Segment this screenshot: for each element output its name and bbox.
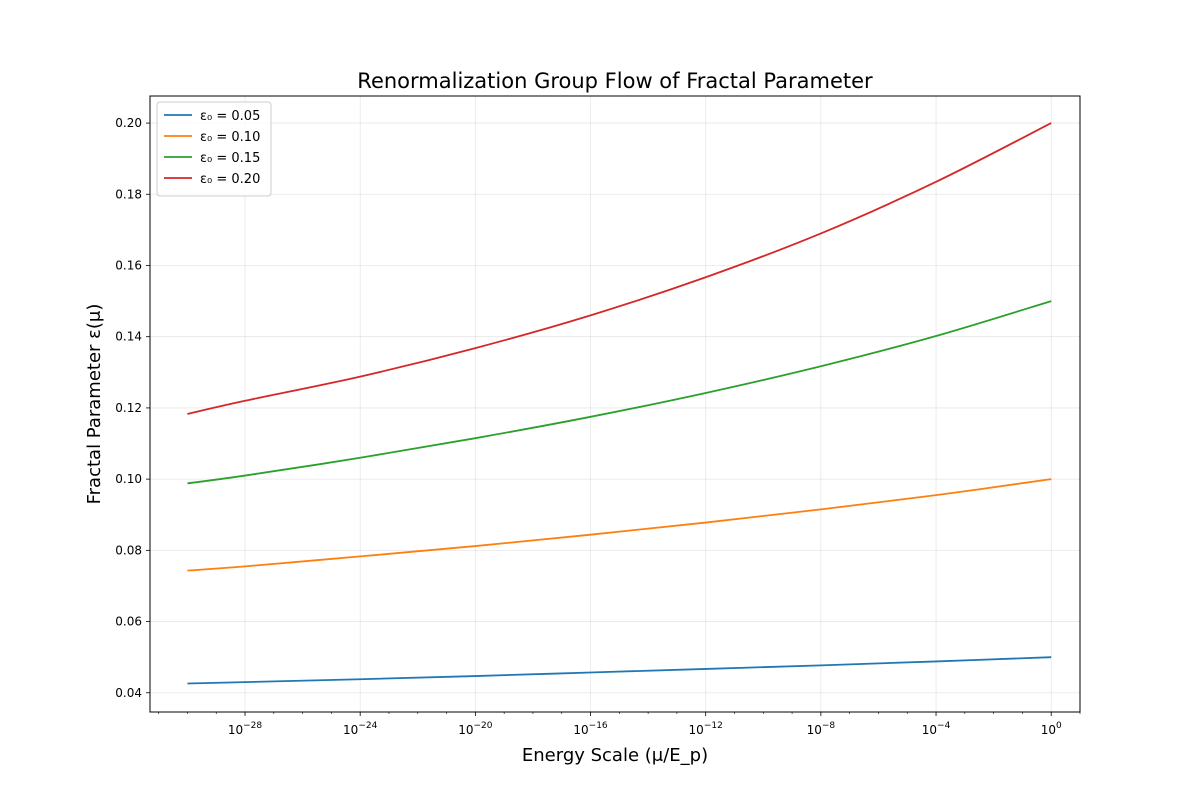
- y-tick-label: 0.18: [115, 187, 142, 201]
- y-tick-label: 0.10: [115, 472, 142, 486]
- y-tick-label: 0.06: [115, 615, 142, 629]
- y-tick-label: 0.16: [115, 258, 142, 272]
- x-tick-label-exponent: −20: [473, 721, 492, 731]
- plot-frame: [149, 95, 1081, 713]
- axis-ticks: 0.040.060.080.100.120.140.160.180.2010−2…: [115, 116, 1081, 737]
- legend-label: ε₀ = 0.15: [200, 151, 260, 166]
- legend-box: [156, 101, 272, 197]
- series-line-3: [187, 300, 1052, 485]
- x-tick-label-base: 10: [573, 723, 588, 737]
- x-tick-label-base: 10: [807, 723, 822, 737]
- y-tick-label: 0.14: [115, 330, 142, 344]
- series-line-4: [187, 122, 1052, 415]
- x-tick-label-base: 10: [458, 723, 473, 737]
- y-tick-label: 0.04: [115, 686, 142, 700]
- legend: ε₀ = 0.05 ε₀ = 0.10 ε₀ = 0.15 ε₀ = 0.20: [156, 101, 272, 197]
- series-lines: [187, 122, 1052, 685]
- x-tick-label: 10−4: [922, 721, 951, 737]
- y-axis-label: Fractal Parameter ε(μ): [84, 304, 105, 505]
- x-tick-label-exponent: −4: [937, 721, 951, 731]
- grid: [150, 96, 1080, 712]
- x-tick-label: 10−16: [573, 721, 608, 737]
- x-tick-label-exponent: −28: [243, 721, 262, 731]
- x-tick-label: 10−28: [228, 721, 263, 737]
- y-tick-label: 0.08: [115, 543, 142, 557]
- chart-title: Renormalization Group Flow of Fractal Pa…: [357, 69, 873, 93]
- x-axis-label: Energy Scale (μ/E_p): [522, 745, 708, 766]
- y-tick-label: 0.12: [115, 401, 142, 415]
- x-tick-label-exponent: −24: [358, 721, 377, 731]
- legend-label: ε₀ = 0.10: [200, 130, 260, 145]
- x-tick-label-base: 10: [1041, 723, 1056, 737]
- x-tick-label-base: 10: [689, 723, 704, 737]
- series-line-1: [187, 656, 1052, 685]
- x-tick-label: 10−12: [689, 721, 723, 737]
- y-tick-label: 0.20: [115, 116, 142, 130]
- x-tick-label: 10−20: [458, 721, 493, 737]
- x-tick-label-exponent: 0: [1056, 721, 1062, 731]
- x-tick-label: 10−8: [807, 721, 836, 737]
- series-line-2: [187, 478, 1052, 572]
- x-tick-label-exponent: −16: [589, 721, 608, 731]
- legend-label: ε₀ = 0.05: [200, 109, 260, 124]
- legend-label: ε₀ = 0.20: [200, 172, 260, 187]
- x-tick-label-base: 10: [228, 723, 243, 737]
- x-tick-label-base: 10: [922, 723, 937, 737]
- x-tick-label: 10−24: [343, 721, 378, 737]
- x-tick-label-exponent: −12: [704, 721, 723, 731]
- x-tick-label-base: 10: [343, 723, 358, 737]
- x-tick-label-exponent: −8: [822, 721, 836, 731]
- x-tick-label: 100: [1041, 721, 1062, 737]
